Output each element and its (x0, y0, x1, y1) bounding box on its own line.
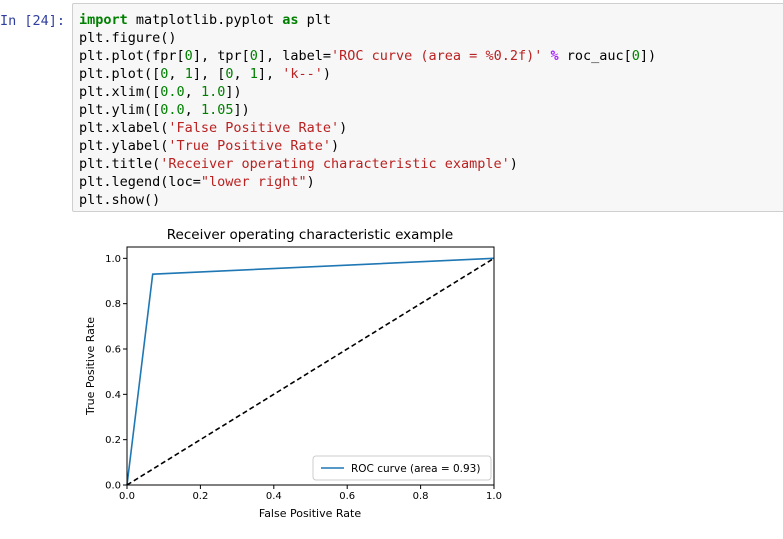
code-token: ], [ (192, 66, 226, 82)
code-token: plt.show() (79, 192, 161, 208)
code-token: plt.legend(loc= (79, 174, 201, 190)
code-line: plt.ylabel('True Positive Rate') (79, 137, 656, 155)
code-token: 0 (225, 66, 234, 82)
code-editor[interactable]: import matplotlib.pyplot as plt plt.figur… (79, 11, 656, 209)
code-token: matplotlib.pyplot (127, 12, 283, 28)
legend: ROC curve (area = 0.93) (312, 455, 492, 481)
cell-prompt: In [24]: (0, 13, 66, 29)
code-line: plt.ylim([0.0, 1.05]) (79, 101, 656, 119)
code-token: ) (509, 156, 518, 172)
code-cell-input[interactable]: import matplotlib.pyplot as plt plt.figur… (72, 3, 783, 212)
code-token: import (79, 12, 128, 28)
code-token: , (184, 84, 201, 100)
x-tick-label: 0.8 (413, 491, 429, 502)
code-token: 0.0 (160, 102, 185, 118)
y-tick-label: 0.4 (105, 390, 121, 401)
code-token: ], label= (257, 48, 332, 64)
code-token: ) (339, 120, 348, 136)
code-token: 1.0 (200, 84, 226, 100)
x-axis-label: False Positive Rate (259, 507, 361, 520)
code-token: 0 (631, 48, 640, 64)
x-tick-label: 1.0 (486, 491, 502, 502)
code-token: , (184, 102, 201, 118)
code-token: 'Receiver operating characteristic examp… (160, 156, 510, 172)
code-token: 'k--' (282, 66, 323, 82)
y-tick-label: 0.2 (105, 435, 121, 446)
y-axis-label: True Positive Rate (84, 317, 97, 416)
code-token: 'False Positive Rate' (168, 120, 340, 136)
code-token: ]) (639, 48, 657, 64)
code-token: 0.0 (160, 84, 185, 100)
code-line: plt.figure() (79, 29, 656, 47)
code-token: ], tpr[ (192, 48, 250, 64)
code-token: 0 (160, 66, 169, 82)
x-tick-label: 0.4 (266, 491, 282, 502)
code-token: ]) (225, 84, 242, 100)
code-line: plt.legend(loc="lower right") (79, 173, 656, 191)
y-tick-label: 0.0 (105, 481, 121, 492)
code-token: ) (330, 138, 340, 154)
code-line: plt.title('Receiver operating characteri… (79, 155, 656, 173)
code-token: plt (298, 12, 331, 28)
code-line: plt.xlim([0.0, 1.0]) (79, 83, 656, 101)
code-token: as (282, 12, 299, 28)
code-token: "lower right" (200, 174, 307, 190)
code-token: 0 (249, 48, 258, 64)
series-line-1 (126, 257, 495, 486)
chart-title: Receiver operating characteristic exampl… (167, 227, 453, 243)
code-line: plt.xlabel('False Positive Rate') (79, 119, 656, 137)
code-token: 'True Positive Rate' (168, 138, 331, 154)
y-tick-label: 0.8 (105, 299, 121, 310)
code-token: % (550, 48, 559, 64)
legend-box (312, 455, 492, 481)
series-line-0 (126, 257, 495, 486)
code-token: plt.title( (79, 156, 161, 172)
legend-label: ROC curve (area = 0.93) (351, 463, 480, 475)
code-token: , (233, 66, 250, 82)
code-token: , (168, 66, 185, 82)
code-token: plt.xlabel( (79, 120, 169, 136)
roc-chart: Receiver operating characteristic exampl… (84, 227, 502, 520)
code-token: plt.plot(fpr[ (79, 48, 185, 64)
y-tick-label: 0.6 (105, 345, 121, 356)
cell-output: Receiver operating characteristic exampl… (78, 220, 508, 520)
plot-frame (126, 246, 495, 486)
code-token: plt.xlim([ (79, 84, 161, 100)
code-token: ], (257, 66, 283, 82)
x-tick-label: 0.6 (339, 491, 355, 502)
x-tick-label: 0.0 (119, 491, 135, 502)
y-tick-label: 1.0 (105, 254, 121, 265)
code-token: plt.ylabel( (79, 138, 169, 154)
code-token: 1 (184, 66, 193, 82)
code-line: plt.show() (79, 191, 656, 209)
code-token: roc_auc[ (558, 48, 632, 64)
code-token: ) (322, 66, 332, 82)
code-token: 1 (249, 66, 258, 82)
code-token: plt.figure() (79, 30, 177, 46)
code-token: ]) (233, 102, 250, 118)
code-line: import matplotlib.pyplot as plt (79, 11, 656, 29)
code-token: 1.05 (200, 102, 234, 118)
code-token: plt.ylim([ (79, 102, 161, 118)
code-token: ) (306, 174, 315, 190)
code-line: plt.plot(fpr[0], tpr[0], label='ROC curv… (79, 47, 656, 65)
code-token: 0 (184, 48, 193, 64)
code-token: 'ROC curve (area = %0.2f)' (331, 48, 543, 64)
x-tick-label: 0.2 (192, 491, 208, 502)
code-token: plt.plot([ (79, 66, 161, 82)
code-line: plt.plot([0, 1], [0, 1], 'k--') (79, 65, 656, 83)
